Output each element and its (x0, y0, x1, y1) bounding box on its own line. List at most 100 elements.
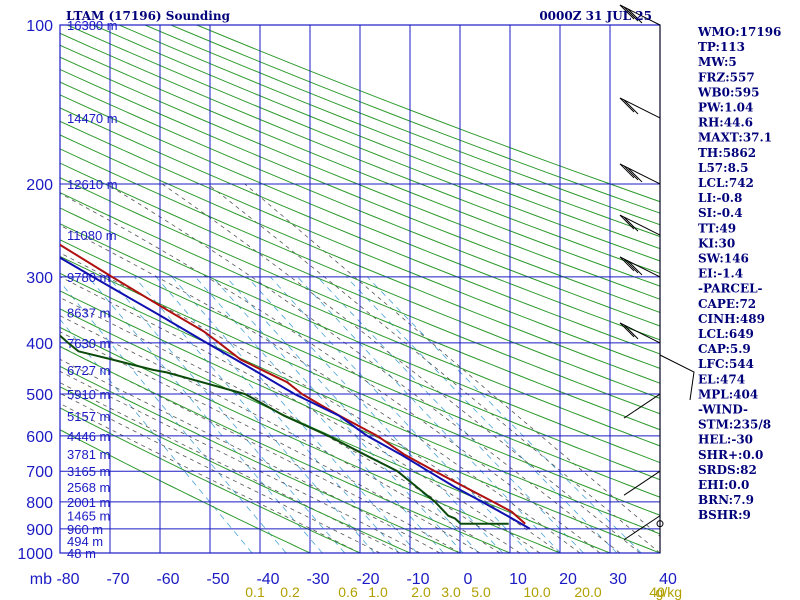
mixing-ratio-line (107, 276, 346, 553)
mixing-ratio-label: 20.0 (574, 584, 601, 600)
wind-barb-flag (619, 4, 635, 20)
stability-index: -PARCEL- (698, 282, 763, 296)
mixing-ratio-label: 40 (649, 584, 665, 600)
stability-index: MAXT:37.1 (698, 131, 772, 145)
moist-adiabat (60, 392, 381, 553)
stability-index: LCL:742 (698, 176, 754, 190)
stability-index: MPL:404 (698, 387, 758, 401)
temperature-tick-label: 20 (559, 571, 577, 588)
pressure-tick-label: 700 (26, 464, 53, 481)
height-label: 2001 m (67, 495, 110, 510)
temperature-tick-label: -60 (156, 571, 179, 588)
stability-index: BRN:7.9 (698, 493, 754, 507)
stability-index: KI:30 (698, 236, 735, 250)
height-label: 48 m (67, 546, 96, 561)
height-label: 3781 m (67, 447, 110, 462)
surface-wind-marker (656, 520, 664, 528)
height-label: 7630 m (67, 336, 110, 351)
pressure-tick-label: 200 (26, 177, 53, 194)
pressure-tick-label: 500 (26, 387, 53, 404)
temperature-profile (60, 243, 526, 525)
index-pointer (659, 354, 695, 401)
moist-adiabat (105, 183, 621, 553)
wind-barb-column (619, 4, 664, 553)
dry-adiabat (67, 25, 660, 262)
wind-barb-staff (623, 470, 661, 496)
stability-index: L57:8.5 (698, 161, 748, 175)
dry-adiabat (60, 239, 660, 498)
stability-index: CAPE:72 (698, 297, 756, 311)
height-label: 3165 m (67, 464, 110, 479)
wind-barb-flag (623, 258, 639, 274)
dry-adiabat (60, 207, 660, 464)
stability-index: MW:5 (698, 55, 737, 69)
temperature-tick-label: -10 (406, 571, 429, 588)
height-label: 4446 m (67, 429, 110, 444)
wind-barb-staff (619, 4, 661, 26)
mixing-ratio-line (155, 276, 400, 553)
stability-index: -WIND- (698, 403, 748, 417)
stability-index: CAP:5.9 (698, 342, 751, 356)
mixing-ratio-line (171, 276, 418, 553)
mixing-ratio-label: 10.0 (523, 584, 550, 600)
mixing-ratio-line (317, 276, 584, 553)
dry-adiabat (60, 162, 660, 415)
pressure-tick-label: 400 (26, 336, 53, 353)
wind-barb-flag (627, 260, 643, 276)
dry-adiabat (60, 429, 311, 553)
wind-barb-flag (623, 324, 639, 340)
dry-adiabat (93, 25, 660, 250)
pressure-tick-label: 900 (26, 522, 53, 539)
stability-index: SI:-0.4 (698, 206, 743, 220)
moist-adiabat (60, 382, 401, 553)
height-label: 494 m (67, 534, 103, 549)
stability-index: SHR+:0.0 (698, 448, 763, 462)
pressure-unit-label: mb (30, 571, 52, 588)
wind-barb-flag (619, 97, 635, 113)
stability-index: EI:-1.4 (698, 267, 743, 281)
height-label: 2568 m (67, 480, 110, 495)
mixing-ratio-line (195, 276, 444, 553)
moist-adiabat (60, 358, 441, 553)
stability-index: LCL:649 (698, 327, 754, 341)
mixing-ratio-label: 0.2 (280, 584, 300, 600)
mixing-ratio-line (225, 276, 479, 553)
stability-index: PW:1.04 (698, 101, 753, 115)
dry-adiabat (60, 68, 660, 314)
wind-barb-staff (619, 256, 661, 278)
temperature-tick-label: -50 (206, 571, 229, 588)
stability-index: SW:146 (698, 252, 749, 266)
pressure-unit-label-group: mb (30, 571, 52, 588)
wind-barb-flag (623, 165, 639, 181)
dry-adiabat (60, 192, 660, 447)
temperature-tick-label: 10 (509, 571, 527, 588)
height-label: 960 m (67, 522, 103, 537)
height-label: 6727 m (67, 363, 110, 378)
height-label: 8637 m (67, 305, 110, 320)
wind-barb-staff (623, 393, 661, 419)
height-label: 1465 m (67, 509, 110, 524)
dry-adiabat (60, 272, 660, 535)
height-label: 16380 m (67, 18, 118, 33)
mixing-ratio-label: 0.1 (245, 584, 265, 600)
temperature-tick-label: 30 (609, 571, 627, 588)
stability-index: TP:113 (698, 40, 745, 54)
dry-adiabat (60, 81, 660, 327)
dry-adiabat (60, 290, 660, 553)
wind-barb-staff (619, 163, 661, 185)
chart-title: LTAM (17196) Sounding (66, 9, 231, 23)
mixing-ratio-line (297, 276, 561, 553)
stability-index: STM:235/8 (698, 418, 771, 432)
pressure-tick-label: 300 (26, 270, 53, 287)
mixing-ratio-line (60, 281, 287, 553)
dry-adiabat (60, 223, 660, 481)
stability-index: BSHR:9 (698, 508, 751, 522)
dry-adiabat (60, 44, 660, 287)
temperature-tick-label: 0 (464, 571, 473, 588)
temperature-tick-label: -40 (256, 571, 279, 588)
dry-adiabat (60, 134, 660, 384)
wind-barb-flag (619, 214, 635, 230)
dewpoint-profile (60, 334, 509, 525)
mixing-ratio-label: 1.0 (368, 584, 388, 600)
